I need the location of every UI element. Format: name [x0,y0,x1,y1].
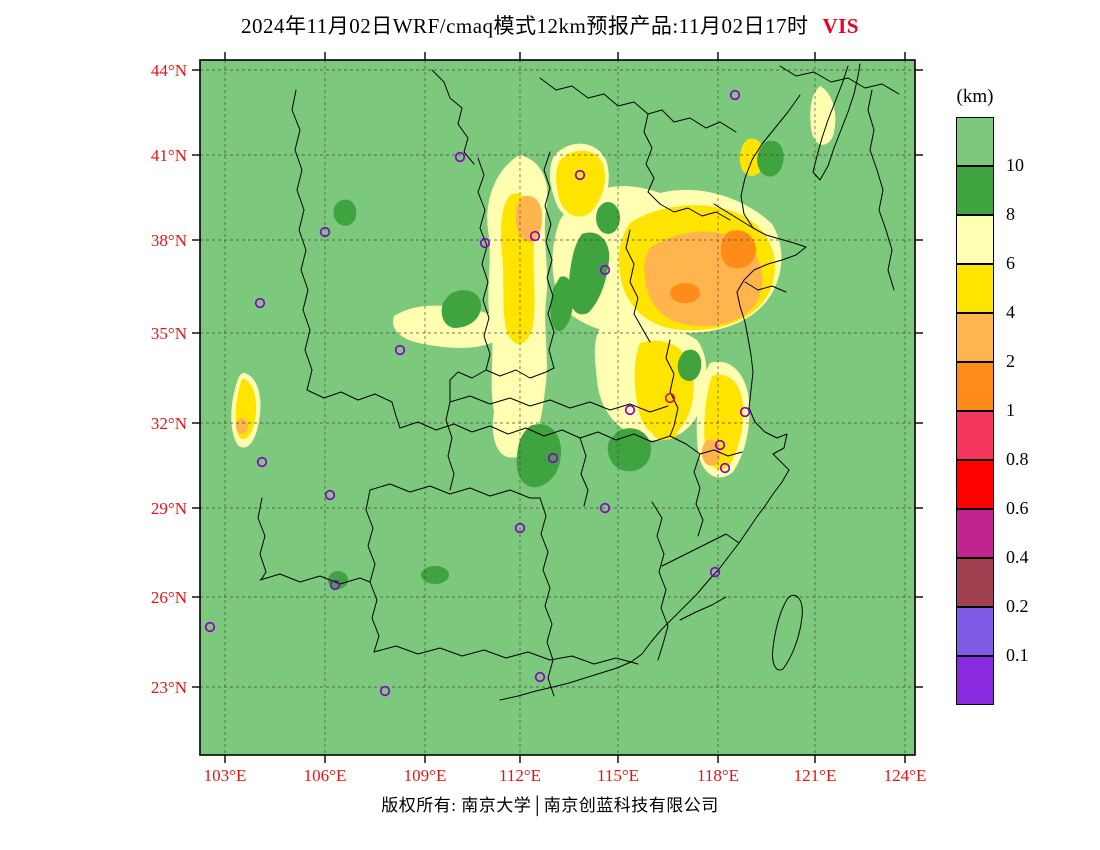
lon-axis-label: 109°E [404,766,447,785]
legend-label: 2 [1006,351,1015,371]
legend-cell [956,656,994,705]
station-marker [324,489,336,501]
legend-label: 0.2 [1006,596,1029,616]
map-frame [199,59,916,756]
station-marker [729,89,741,101]
lat-axis-label: 26°N [151,588,187,607]
legend-cell [956,215,994,264]
station-marker [714,439,726,451]
legend-cell [956,509,994,558]
station-marker [204,621,216,633]
legend-cell [956,117,994,166]
coastline-province-borders [257,63,900,701]
lon-axis-label: 121°E [794,766,837,785]
lat-axis-label: 29°N [151,499,187,518]
map-area: 103°E 106°E 109°E 112°E 115°E 118°E 121°E 124°E… [151,52,926,785]
station-marker [254,297,266,309]
alert-station-marker [664,392,676,404]
station-marker [529,230,541,242]
lat-axis-label: 35°N [151,324,187,343]
lon-axis-label: 103°E [204,766,247,785]
station-marker [709,566,721,578]
legend-label: 4 [1006,302,1015,322]
copyright-footer: 版权所有: 南京大学│南京创蓝科技有限公司 [381,796,719,815]
legend-cell [956,313,994,362]
visibility-contour-regions [231,86,836,589]
station-marker [547,452,559,464]
colorbar-legend: (km) 10 8 6 4 2 1 0.8 0.6 0.4 0.2 0.1 [953,86,1029,705]
lat-axis-label: 41°N [151,146,187,165]
legend-cell [956,460,994,509]
legend-label: 6 [1006,253,1015,273]
station-marker [479,237,491,249]
station-marker [599,264,611,276]
axis-ticks [192,52,923,763]
legend-cell [956,558,994,607]
lon-axis-label: 112°E [499,766,541,785]
station-marker [624,404,636,416]
legend-cell [956,264,994,313]
lon-axis-label: 124°E [884,766,927,785]
station-marker [739,406,751,418]
latlon-grid [200,60,915,755]
legend-label: 10 [1006,155,1024,175]
legend-label: 1 [1006,400,1015,420]
lat-axis-label: 38°N [151,231,187,250]
station-marker [394,344,406,356]
axis-labels: 103°E 106°E 109°E 112°E 115°E 118°E 121°E 124°E… [151,61,926,785]
legend-label: 0.6 [1006,498,1029,518]
station-marker [574,169,586,181]
legend-unit-label: (km) [956,86,994,107]
lon-axis-label: 106°E [304,766,347,785]
legend-cell [956,411,994,460]
station-marker [534,671,546,683]
title-variable: VIS [822,14,859,38]
station-marker [599,502,611,514]
legend-label: 8 [1006,204,1015,224]
map-canvas: 103°E 106°E 109°E 112°E 115°E 118°E 121°E 124°E… [151,52,926,785]
station-markers [204,89,751,697]
station-marker [329,579,341,591]
station-marker [719,462,731,474]
station-marker [319,226,331,238]
station-marker [256,456,268,468]
station-marker [454,151,466,163]
legend-label: 0.1 [1006,645,1029,665]
station-marker [379,685,391,697]
lat-axis-label: 32°N [151,414,187,433]
legend-cell [956,166,994,215]
lat-axis-label: 23°N [151,678,187,697]
page-title: 2024年11月02日WRF/cmaq模式12km预报产品:11月02日17时 V… [0,10,1100,40]
colorbar: 10 8 6 4 2 1 0.8 0.6 0.4 0.2 0.1 [956,117,1029,705]
title-text: 2024年11月02日WRF/cmaq模式12km预报产品:11月02日17时 [241,14,809,38]
legend-label: 0.4 [1006,547,1029,567]
lat-axis-label: 44°N [151,61,187,80]
lon-axis-label: 118°E [697,766,739,785]
legend-cell [956,362,994,411]
lon-axis-label: 115°E [597,766,639,785]
legend-label: 0.8 [1006,449,1029,469]
legend-cell [956,607,994,656]
station-marker [514,522,526,534]
